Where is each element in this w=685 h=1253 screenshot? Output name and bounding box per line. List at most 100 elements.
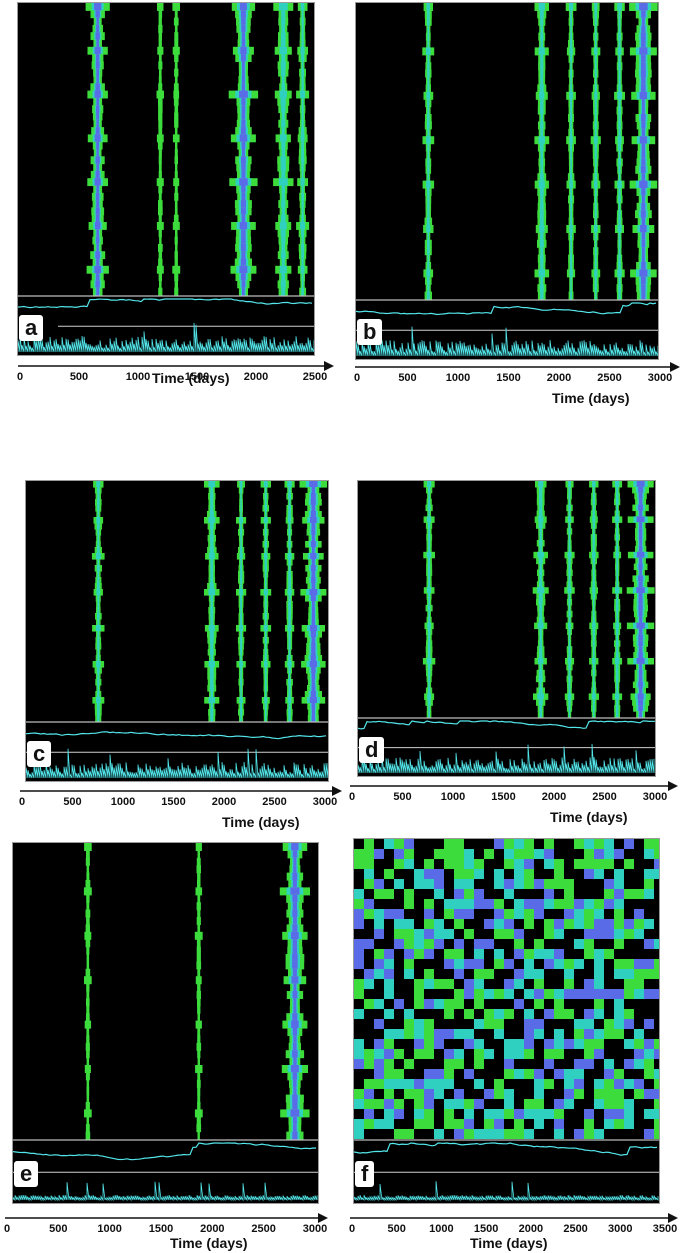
recurrence-plot-c xyxy=(26,481,328,779)
recurrence-plot-e xyxy=(13,843,318,1202)
axis-title: Time (days) xyxy=(170,1235,248,1251)
tick-label: 1500 xyxy=(161,796,185,808)
tick-label: 500 xyxy=(49,1223,67,1235)
tick-label: 2500 xyxy=(303,371,327,383)
tick-label: 2500 xyxy=(563,1223,587,1235)
time-axis: 0 500 1000 1500 2000 2500 3000 xyxy=(19,786,342,808)
recurrence-stripe xyxy=(422,481,436,718)
panel-e xyxy=(12,842,319,1204)
recurrence-stripe xyxy=(204,481,220,722)
recurrence-stripe xyxy=(91,481,105,722)
tick-label: 500 xyxy=(398,372,416,384)
time-axis: 0 500 1000 1500 2000 2500 3000 xyxy=(354,362,680,384)
recurrence-stripe xyxy=(626,481,655,718)
tick-label: 1000 xyxy=(441,791,465,803)
recurrence-plot-f xyxy=(354,839,659,1202)
tick-label: 1000 xyxy=(126,371,150,383)
tick-label: 3000 xyxy=(313,796,337,808)
recurrence-stripe xyxy=(296,3,310,296)
series-trace xyxy=(358,720,655,730)
tick-label: 2500 xyxy=(592,791,616,803)
tick-label: 3000 xyxy=(648,372,672,384)
tick-label: 500 xyxy=(63,796,81,808)
recurrence-stripe xyxy=(299,481,328,722)
time-axis: 0 500 1000 1500 2000 2500 3000 xyxy=(4,1213,328,1235)
recurrence-stripe xyxy=(83,843,92,1140)
tick-label: 0 xyxy=(4,1223,10,1235)
panel-b xyxy=(355,2,659,360)
tick-label: 2000 xyxy=(542,791,566,803)
tick-label: 0 xyxy=(349,1223,355,1235)
panel-letter: b xyxy=(357,319,383,345)
axis-title: Time (days) xyxy=(222,814,300,830)
tick-label: 2500 xyxy=(251,1223,275,1235)
tick-label: 2500 xyxy=(262,796,286,808)
recurrence-stripe xyxy=(260,481,272,722)
axis-title: Time (days) xyxy=(552,390,630,406)
tick-label: 1500 xyxy=(185,371,209,383)
recurrence-stripe xyxy=(236,481,247,722)
tick-label: 0 xyxy=(19,796,25,808)
tick-label: 2000 xyxy=(547,372,571,384)
tick-label: 0 xyxy=(17,371,23,383)
panel-letter: f xyxy=(355,1161,375,1187)
panel-letter: e xyxy=(14,1161,39,1187)
noise-trace xyxy=(13,1181,318,1202)
recurrence-stripe xyxy=(279,843,310,1140)
series-trace xyxy=(13,1142,317,1161)
recurrence-stripe xyxy=(422,3,435,300)
recurrence-stripe xyxy=(172,3,181,296)
axis-title: Time (days) xyxy=(550,809,628,825)
tick-label: 1000 xyxy=(111,796,135,808)
recurrence-stripe xyxy=(194,843,203,1140)
tick-label: 1000 xyxy=(446,372,470,384)
recurrence-blob xyxy=(354,839,659,1139)
recurrence-stripe xyxy=(85,3,110,296)
axis-title: Time (days) xyxy=(152,370,230,386)
axis-arrowhead xyxy=(324,361,334,371)
tick-label: 0 xyxy=(354,372,360,384)
recurrence-stripe xyxy=(629,3,658,300)
noise-trace xyxy=(358,743,655,774)
tick-label: 1500 xyxy=(496,372,520,384)
recurrence-stripe xyxy=(614,3,625,300)
recurrence-stripe xyxy=(284,481,295,722)
tick-label: 1500 xyxy=(149,1223,173,1235)
axis-arrowhead xyxy=(668,1213,678,1223)
noise-trace xyxy=(356,326,658,357)
time-axis: 0 500 1000 1500 2000 2500 3000 xyxy=(349,781,678,803)
tick-label: 1000 xyxy=(429,1223,453,1235)
panel-a xyxy=(17,2,315,356)
recurrence-stripe xyxy=(590,3,601,300)
recurrence-stripe xyxy=(273,3,294,296)
recurrence-stripe xyxy=(532,481,549,718)
recurrence-stripe xyxy=(612,481,623,718)
axis-title: Time (days) xyxy=(470,1235,548,1251)
series-trace xyxy=(354,1142,658,1156)
panel-f xyxy=(353,838,660,1204)
time-axis: 0 500 1000 1500 2000 2500 xyxy=(17,361,334,383)
noise-trace xyxy=(18,322,314,353)
series-trace xyxy=(26,731,327,740)
tick-label: 1500 xyxy=(474,1223,498,1235)
time-axis: 0 500 1000 1500 2000 2500 3000 3500 xyxy=(349,1213,678,1235)
recurrence-plot-b xyxy=(356,3,658,357)
recurrence-stripe xyxy=(588,481,599,718)
tick-label: 1000 xyxy=(97,1223,121,1235)
tick-label: 3000 xyxy=(608,1223,632,1235)
series-trace xyxy=(18,298,313,309)
tick-label: 0 xyxy=(349,791,355,803)
noise-trace xyxy=(26,748,328,779)
series-trace xyxy=(356,302,657,316)
noise-trace xyxy=(354,1181,659,1202)
recurrence-plot-a xyxy=(18,3,314,353)
tick-label: 2500 xyxy=(597,372,621,384)
axis-arrowhead xyxy=(318,1213,328,1223)
recurrence-plot-d xyxy=(358,481,655,774)
axis-arrowhead xyxy=(670,362,680,372)
recurrence-stripe xyxy=(534,3,550,300)
tick-label: 3500 xyxy=(653,1223,677,1235)
tick-label: 2000 xyxy=(519,1223,543,1235)
tick-label: 2000 xyxy=(200,1223,224,1235)
panel-letter: d xyxy=(359,736,385,763)
